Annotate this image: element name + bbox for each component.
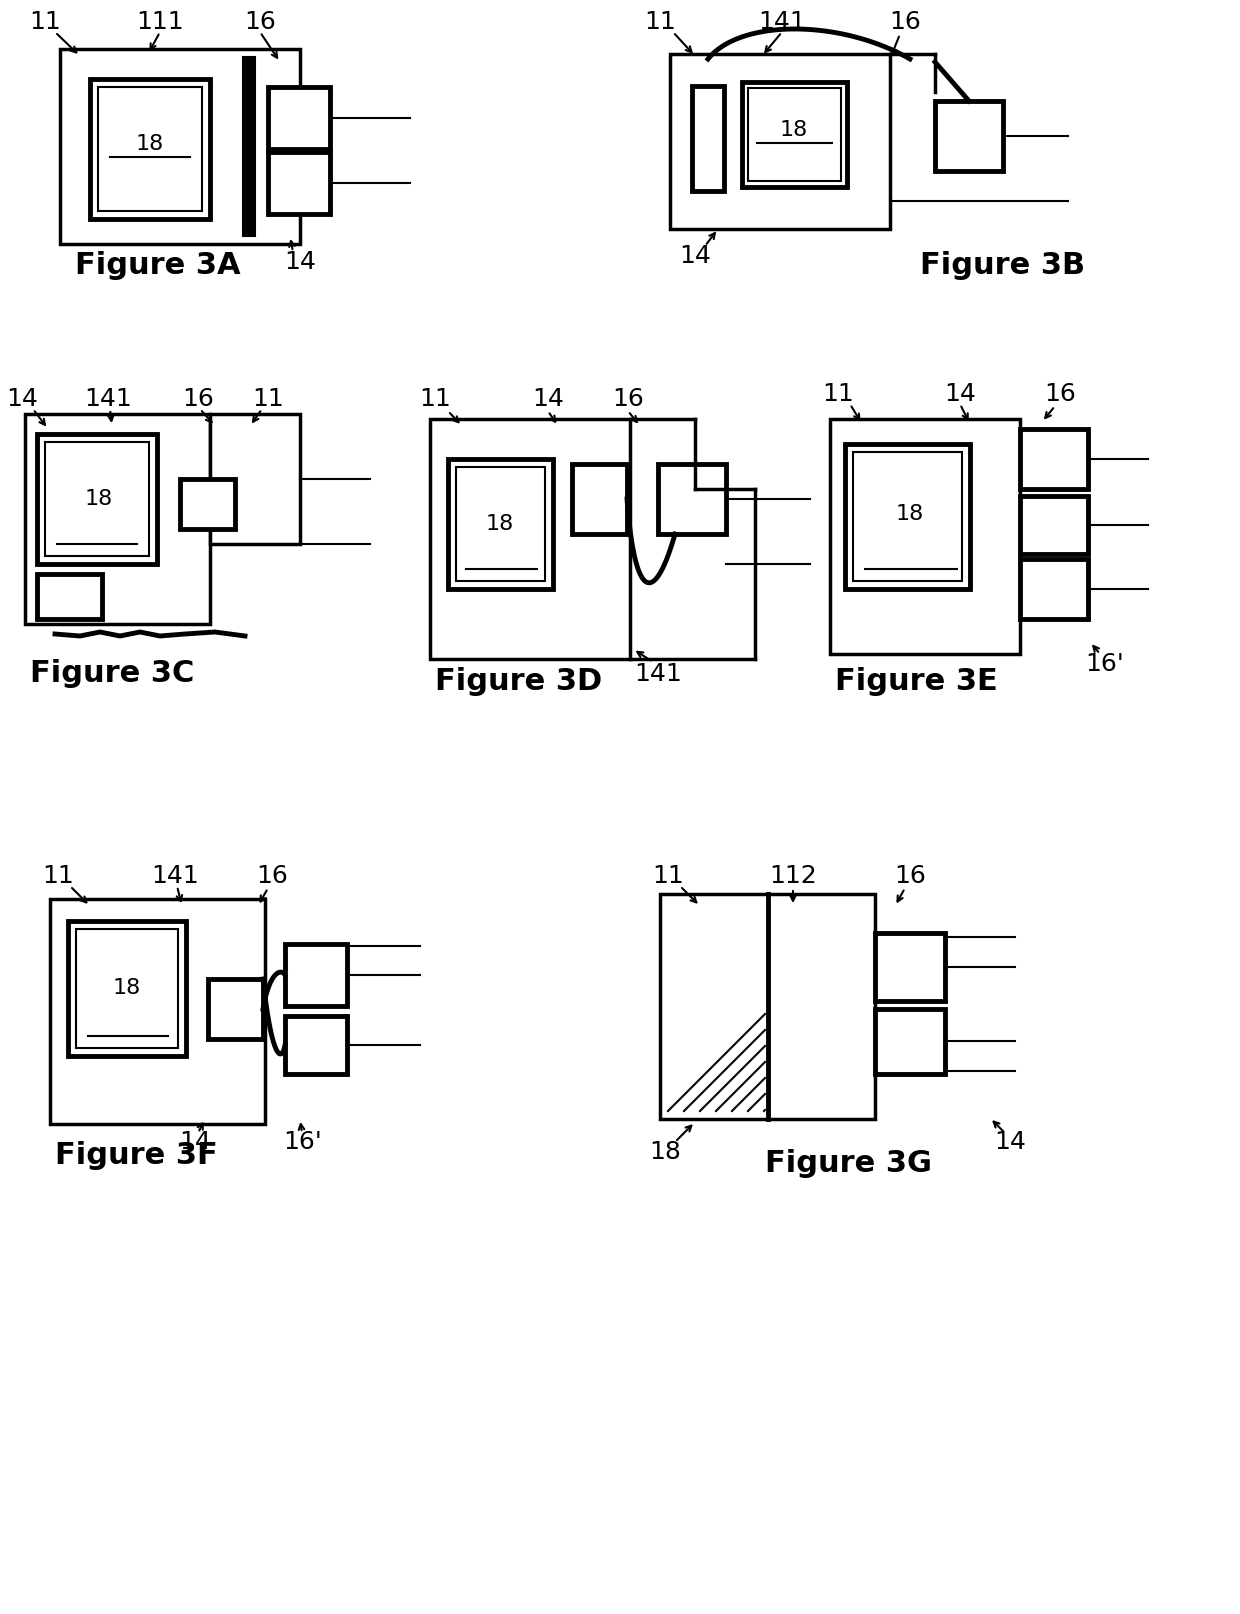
Bar [210, 415, 300, 544]
Text: Figure 3C: Figure 3C [30, 660, 195, 689]
Bar [268, 87, 330, 148]
Text: 18: 18 [486, 513, 515, 534]
Text: 18: 18 [113, 978, 141, 997]
Text: 16': 16' [284, 1130, 322, 1154]
Text: 141: 141 [84, 387, 131, 412]
Text: 18: 18 [649, 1139, 681, 1164]
Text: 141: 141 [758, 10, 806, 34]
Text: 14: 14 [6, 387, 38, 412]
Text: Figure 3A: Figure 3A [74, 252, 241, 281]
Text: 11: 11 [644, 10, 676, 34]
Text: 16: 16 [894, 863, 926, 888]
Bar [37, 575, 102, 620]
Text: 11: 11 [822, 383, 854, 407]
Text: 16: 16 [889, 10, 921, 34]
Bar [572, 463, 627, 534]
Bar [692, 86, 724, 190]
Bar [844, 444, 970, 589]
Text: 11: 11 [252, 387, 284, 412]
Text: 16: 16 [244, 10, 277, 34]
Bar [456, 466, 546, 581]
Text: 11: 11 [419, 387, 451, 412]
Text: 14: 14 [944, 383, 976, 407]
Bar [268, 152, 330, 215]
Text: 141: 141 [634, 662, 682, 686]
Text: 14: 14 [179, 1130, 211, 1154]
Text: 11: 11 [42, 863, 74, 888]
Text: Figure 3E: Figure 3E [835, 668, 998, 697]
Bar [430, 420, 630, 659]
Bar [285, 944, 347, 1006]
Bar [658, 463, 725, 534]
Bar [45, 442, 149, 555]
Bar [285, 1015, 347, 1073]
Text: 11: 11 [29, 10, 61, 34]
Bar [935, 102, 1003, 171]
Bar [76, 930, 179, 1047]
Text: 18: 18 [84, 489, 113, 508]
Text: 16: 16 [613, 387, 644, 412]
Bar [180, 479, 236, 529]
Bar [1021, 558, 1087, 620]
Bar [875, 933, 945, 1001]
Text: Figure 3B: Figure 3B [920, 252, 1085, 281]
Bar [60, 48, 300, 244]
Bar [37, 434, 157, 563]
Bar [1021, 495, 1087, 554]
Text: 14: 14 [994, 1130, 1025, 1154]
Bar [448, 458, 553, 589]
Text: 112: 112 [769, 863, 817, 888]
Text: 18: 18 [780, 119, 808, 140]
Bar [98, 87, 202, 211]
Text: 16: 16 [182, 387, 215, 412]
Bar [50, 899, 265, 1123]
Text: 14: 14 [680, 244, 711, 268]
Bar [670, 53, 890, 229]
Bar [742, 82, 847, 187]
Text: 141: 141 [151, 863, 198, 888]
Bar [660, 894, 875, 1119]
Text: Figure 3G: Figure 3G [765, 1149, 932, 1178]
Text: Figure 3D: Figure 3D [435, 668, 603, 697]
Bar [91, 79, 210, 220]
Text: 111: 111 [136, 10, 184, 34]
Text: 16: 16 [1044, 383, 1076, 407]
Bar [853, 452, 962, 581]
Bar [25, 415, 210, 625]
Bar [1021, 429, 1087, 489]
Text: 14: 14 [284, 250, 316, 274]
Text: 18: 18 [136, 134, 164, 153]
Bar [875, 1009, 945, 1073]
Text: Figure 3F: Figure 3F [55, 1141, 218, 1170]
Text: 14: 14 [532, 387, 564, 412]
Text: 18: 18 [895, 504, 924, 525]
Text: 16: 16 [257, 863, 288, 888]
Text: 16': 16' [1086, 652, 1125, 676]
Bar [748, 89, 841, 181]
Bar [208, 980, 263, 1039]
Bar [830, 420, 1021, 654]
Text: 11: 11 [652, 863, 684, 888]
Bar [243, 56, 255, 236]
Bar [68, 922, 186, 1056]
